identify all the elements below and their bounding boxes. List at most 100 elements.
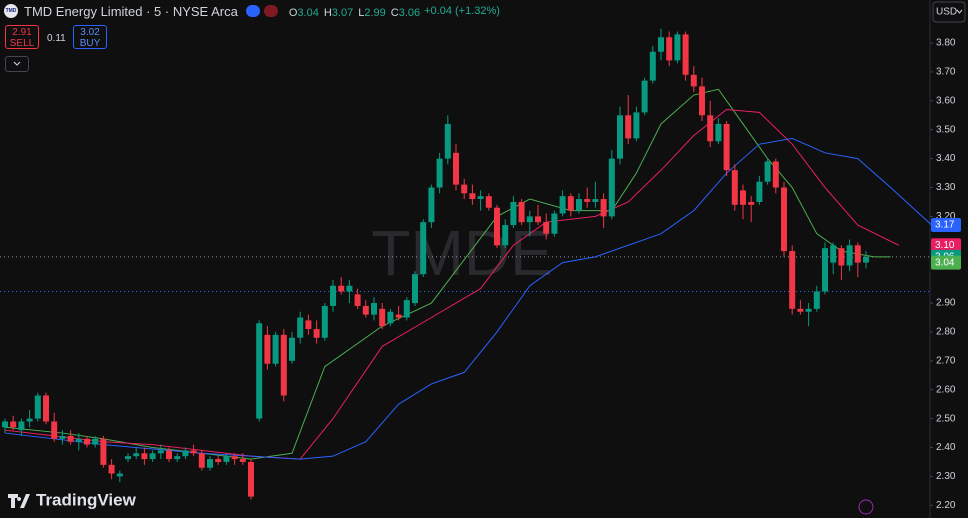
candle-body <box>313 329 320 338</box>
candle-body <box>141 453 148 460</box>
candle-body <box>362 305 369 315</box>
collapse-button[interactable] <box>5 56 29 72</box>
y-tick-label: 2.20 <box>936 500 956 511</box>
candle-body <box>231 456 238 460</box>
candle-body <box>403 300 410 318</box>
candle-body <box>518 201 525 223</box>
ma-line <box>4 137 932 460</box>
market-status <box>245 5 260 17</box>
ohlc-key: O <box>288 6 298 19</box>
candle-body <box>838 248 845 266</box>
y-tick-label: 3.70 <box>936 67 956 78</box>
candle-body <box>461 184 468 194</box>
candle-body <box>125 456 131 460</box>
candle-body <box>813 291 820 309</box>
candle-body <box>592 199 599 202</box>
candle-body <box>100 438 107 465</box>
y-tick-label: 2.70 <box>936 355 956 366</box>
candle-body <box>116 473 123 477</box>
sell-button[interactable]: 2.91 SELL <box>5 25 39 49</box>
candle-body <box>182 450 189 457</box>
ohlc-value: 3.06 <box>398 6 421 19</box>
y-tick-label: 2.80 <box>936 327 956 338</box>
candle-body <box>436 158 443 188</box>
candle-body <box>740 190 746 205</box>
candle-body <box>535 216 541 223</box>
candle-body <box>10 421 17 428</box>
candle-body <box>149 453 156 460</box>
candle-body <box>346 285 353 292</box>
candle-body <box>166 450 172 460</box>
buy-price: 3.02 <box>80 27 100 38</box>
candle-body <box>690 74 697 87</box>
candle-body <box>502 225 509 246</box>
candle-body <box>338 285 345 292</box>
candle-body <box>797 308 804 312</box>
candle-body <box>34 395 41 419</box>
candle-body <box>772 161 779 188</box>
price-tag <box>931 238 961 253</box>
currency-caret <box>956 9 963 14</box>
candle-body <box>526 216 533 223</box>
candle-body <box>854 245 861 263</box>
y-tick-label: 3.60 <box>936 95 956 106</box>
candle-body <box>781 187 787 252</box>
candle-body <box>354 294 361 306</box>
candle-body <box>387 311 394 324</box>
candle-body <box>830 245 837 263</box>
price-tag-label: 3.10 <box>935 240 955 251</box>
candle-body <box>223 456 230 462</box>
candle-body <box>543 222 550 234</box>
candle-body <box>559 196 566 214</box>
candle-body <box>731 170 738 205</box>
y-tick-label: 3.30 <box>936 182 956 193</box>
logo: TMD <box>4 4 18 18</box>
candle-body <box>469 193 476 200</box>
candle-body <box>18 421 25 431</box>
candle-body <box>617 115 623 159</box>
candle-body <box>256 323 263 419</box>
currency: USD <box>936 7 957 18</box>
change: +0.04 (+1.32%) <box>424 5 500 17</box>
candle-body <box>305 320 312 330</box>
collapse-icon <box>13 61 21 66</box>
candle-body <box>682 34 689 75</box>
price-tag <box>931 255 961 270</box>
candle-body <box>723 123 730 171</box>
y-tick-label: 3.80 <box>936 38 956 49</box>
candle-body <box>485 196 492 208</box>
candle-body <box>567 196 574 211</box>
candle-body <box>75 438 82 442</box>
candle-body <box>207 459 213 468</box>
candle-body <box>600 199 607 217</box>
buy-label: BUY <box>79 38 101 49</box>
candle-body <box>576 199 582 211</box>
y-tick-label: 2.60 <box>936 384 956 395</box>
buy-button[interactable]: 3.02 BUY <box>73 25 107 49</box>
candle-body <box>67 435 74 442</box>
candle-body <box>264 334 271 364</box>
sell-price: 2.91 <box>12 27 32 38</box>
candle-body <box>551 213 558 234</box>
candle-body <box>59 435 66 439</box>
candle-body <box>157 450 164 454</box>
ohlc-value: 3.07 <box>331 6 354 19</box>
candle-body <box>699 86 705 116</box>
candle-body <box>633 112 640 139</box>
candle-body <box>190 450 197 454</box>
sell-label: SELL <box>9 38 35 49</box>
alert-icon[interactable] <box>858 499 874 515</box>
candle-body <box>846 245 853 266</box>
candle-body <box>674 34 681 61</box>
brand: TradingView <box>36 490 137 509</box>
candle-body <box>420 222 427 275</box>
y-tick-label: 3.50 <box>936 124 956 135</box>
currency-button[interactable] <box>932 1 966 23</box>
brand-logo: TradingView <box>8 490 137 509</box>
ohlc-value: 3.04 <box>297 6 319 19</box>
candle-body <box>51 421 58 439</box>
candle-body <box>198 453 205 468</box>
candle-body <box>239 459 246 462</box>
